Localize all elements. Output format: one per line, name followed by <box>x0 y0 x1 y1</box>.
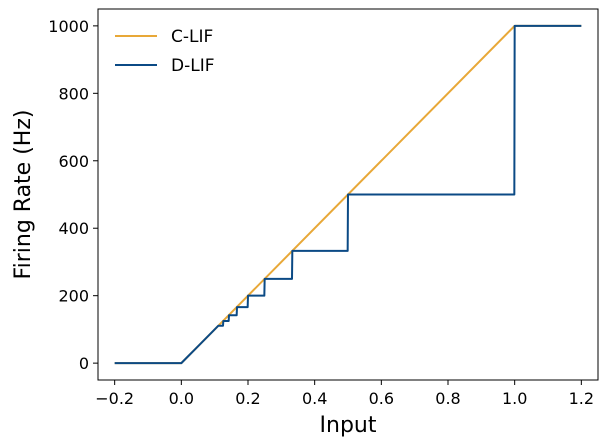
legend-label-d-lif: D-LIF <box>171 56 215 76</box>
legend-label-c-lif: C-LIF <box>171 27 213 47</box>
series-layer <box>114 24 582 365</box>
x-tick-label: 0.6 <box>369 389 394 408</box>
y-tick-label: 1000 <box>48 17 89 36</box>
x-tick-label: 0.2 <box>235 389 260 408</box>
y-tick-label: 0 <box>79 354 89 373</box>
y-axis-label: Firing Rate (Hz) <box>11 110 36 280</box>
x-axis: −0.2 0.0 0.2 0.4 0.6 0.8 1.0 1.2 <box>95 380 594 408</box>
y-tick-label: 600 <box>58 152 89 171</box>
x-tick-label: 0.4 <box>302 389 327 408</box>
x-tick-label: 1.0 <box>502 389 527 408</box>
x-tick-label: −0.2 <box>95 389 134 408</box>
x-tick-label: 1.2 <box>569 389 594 408</box>
x-axis-label: Input <box>320 413 377 438</box>
y-tick-label: 400 <box>58 219 89 238</box>
x-tick-label: 0.0 <box>169 389 194 408</box>
series-line-d-lif <box>114 24 582 365</box>
y-axis: 0 200 400 600 800 1000 <box>48 17 98 373</box>
y-tick-label: 200 <box>58 287 89 306</box>
y-tick-label: 800 <box>58 84 89 103</box>
plot-frame <box>97 8 599 381</box>
x-tick-label: 0.8 <box>435 389 460 408</box>
legend: C-LIF D-LIF <box>115 27 215 76</box>
